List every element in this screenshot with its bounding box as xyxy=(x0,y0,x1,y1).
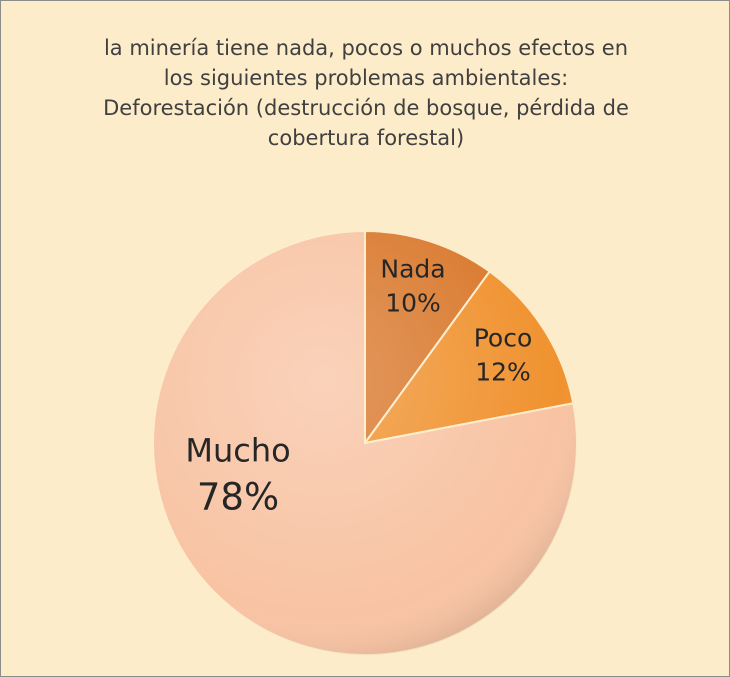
slice-value-label: 78% xyxy=(197,476,279,519)
slice-value-label: 10% xyxy=(385,288,441,317)
chart-title: la minería tiene nada, pocos o muchos ef… xyxy=(103,36,629,150)
slice-category-label: Poco xyxy=(474,324,533,353)
slice-category-label: Mucho xyxy=(185,432,290,470)
slice-category-label: Nada xyxy=(380,255,445,284)
slice-value-label: 12% xyxy=(475,357,531,386)
